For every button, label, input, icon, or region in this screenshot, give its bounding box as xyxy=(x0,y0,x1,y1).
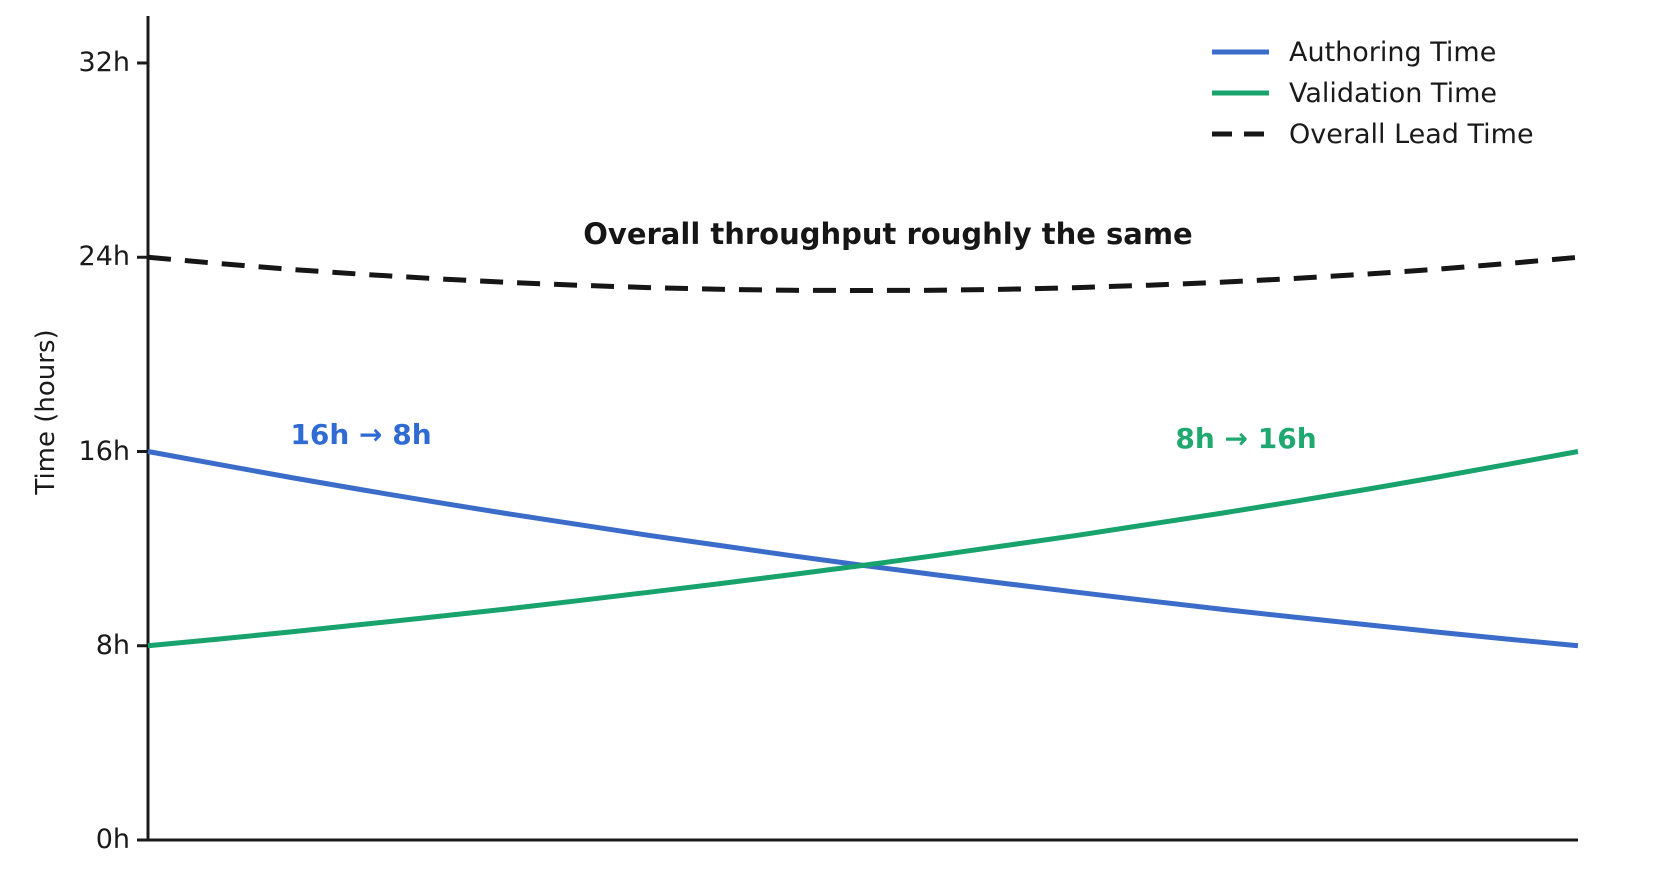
annotation-authoring-change: 16h → 8h xyxy=(290,418,432,451)
series-line-authoring-time xyxy=(147,449,1579,649)
annotation-validation-change: 8h → 16h xyxy=(1175,422,1317,455)
y-tick-label-0h: 0h xyxy=(95,824,130,855)
series-line-overall-lead-time xyxy=(147,254,1579,293)
y-tick-label-8h: 8h xyxy=(95,629,130,661)
legend-item-validation-time: Validation Time xyxy=(1212,74,1534,112)
legend: Authoring Time Validation Time Overall L… xyxy=(1212,33,1534,156)
annotation-headline: Overall throughput roughly the same xyxy=(583,217,1193,251)
legend-label-overall-lead-time: Overall Lead Time xyxy=(1289,118,1534,150)
y-tick-label-32h: 32h xyxy=(78,47,130,78)
legend-label-authoring-time: Authoring Time xyxy=(1289,36,1497,68)
dashed-line-swatch-icon xyxy=(1212,131,1269,137)
authoring-line-swatch-icon xyxy=(1212,49,1269,55)
y-tick-label-16h: 16h xyxy=(78,435,130,467)
legend-item-authoring-time: Authoring Time xyxy=(1212,33,1534,71)
legend-item-overall-lead-time: Overall Lead Time xyxy=(1212,115,1534,153)
legend-label-validation-time: Validation Time xyxy=(1289,77,1497,109)
validation-line-swatch-icon xyxy=(1212,90,1269,96)
y-axis-title: Time (hours) xyxy=(31,329,61,495)
series-line-validation-time xyxy=(147,449,1579,649)
y-tick-label-24h: 24h xyxy=(78,241,130,273)
